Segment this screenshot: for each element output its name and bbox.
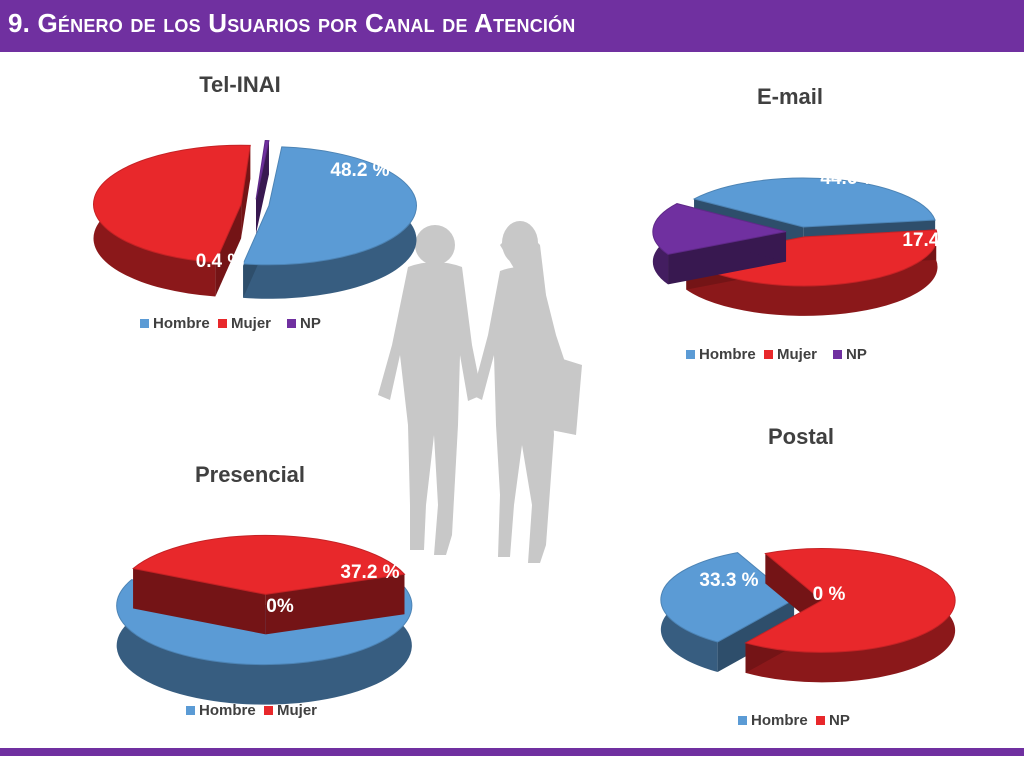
chart-title: Postal: [768, 424, 834, 449]
legend-label-hombre: Hombre: [153, 315, 210, 332]
slice-label: 37.2 %: [340, 562, 399, 583]
slice-label: 33.3 %: [699, 570, 758, 591]
slice-side: [686, 229, 938, 316]
slice-top: [660, 552, 795, 643]
legend-label-mujer: Mujer: [277, 702, 317, 719]
legend-label-mujer: Mujer: [777, 346, 817, 363]
chart-title: E-mail: [757, 84, 823, 109]
slice-label: 0.4 %: [196, 251, 245, 272]
slice-top: [744, 548, 956, 653]
slice-side: [116, 579, 412, 705]
slice-unlabeled: 0%: [266, 596, 294, 617]
slice-top: [132, 534, 406, 595]
legend-label-hombre: Hombre: [199, 702, 256, 719]
chart-legend: Hombre Mujer NP: [686, 346, 867, 363]
chart-title: Presencial: [195, 462, 305, 487]
couple-silhouette: [378, 221, 582, 563]
legend-swatch-hombre: [186, 706, 195, 715]
header-bar: 9. Género de los Usuarios por Canal de A…: [0, 0, 1024, 52]
legend-swatch-hombre: [140, 319, 149, 328]
slice-np: 0.4 %: [196, 139, 270, 272]
slice-wall: [717, 599, 795, 672]
legend-swatch-np: [287, 319, 296, 328]
slice-label: 17.4 %: [902, 230, 961, 251]
legend-label-np: NP: [829, 712, 850, 729]
chart-legend: Hombre Mujer: [186, 702, 317, 719]
slice-hombre: 33.3 %: [660, 552, 795, 672]
legend-label-np: NP: [846, 346, 867, 363]
slice-mujer: 48.2 %: [93, 144, 390, 297]
slice-label: 0%: [266, 596, 294, 617]
slice-np: 17.4 %: [652, 203, 962, 285]
slice-wall: [256, 140, 269, 234]
slice-wall: [241, 145, 251, 239]
slice-label: 48.2 %: [330, 160, 389, 181]
slice-label: 44.6 %: [820, 168, 879, 189]
legend-swatch-np: [833, 350, 842, 359]
slice-wall: [215, 204, 242, 297]
legend-label-hombre: Hombre: [699, 346, 756, 363]
page-title: 9. Género de los Usuarios por Canal de A…: [8, 8, 576, 38]
legend-label-mujer: Mujer: [231, 315, 271, 332]
slice-unlabeled: 0 %: [813, 584, 846, 605]
legend-swatch-hombre: [738, 716, 747, 725]
slice-top: [255, 139, 270, 200]
chart-legend: Hombre NP: [738, 712, 850, 729]
slice-np: 66.7 %: [744, 524, 956, 683]
chart-legend: Hombre Mujer NP: [140, 315, 321, 332]
slice-wall: [265, 574, 405, 635]
slice-top: [692, 177, 936, 228]
slice-wall: [133, 568, 266, 635]
legend-label-np: NP: [300, 315, 321, 332]
legend-swatch-np: [816, 716, 825, 725]
slice-top: [93, 144, 251, 263]
legend-label-hombre: Hombre: [751, 712, 808, 729]
slice-label: 66.7 %: [860, 524, 919, 545]
slice-label: 0 %: [813, 584, 846, 605]
legend-swatch-mujer: [218, 319, 227, 328]
slice-top: [652, 203, 787, 255]
legend-swatch-hombre: [686, 350, 695, 359]
chart-title: Tel-INAI: [199, 72, 280, 97]
slice-mujer: 37.2 %: [132, 534, 406, 635]
pie-chart-postal: Postal 33.3 % 66.7 % 0 % Hombre NP: [660, 424, 956, 729]
bottom-bar: [0, 748, 1024, 756]
slice-top: [242, 146, 417, 266]
legend-swatch-mujer: [264, 706, 273, 715]
legend-swatch-mujer: [764, 350, 773, 359]
